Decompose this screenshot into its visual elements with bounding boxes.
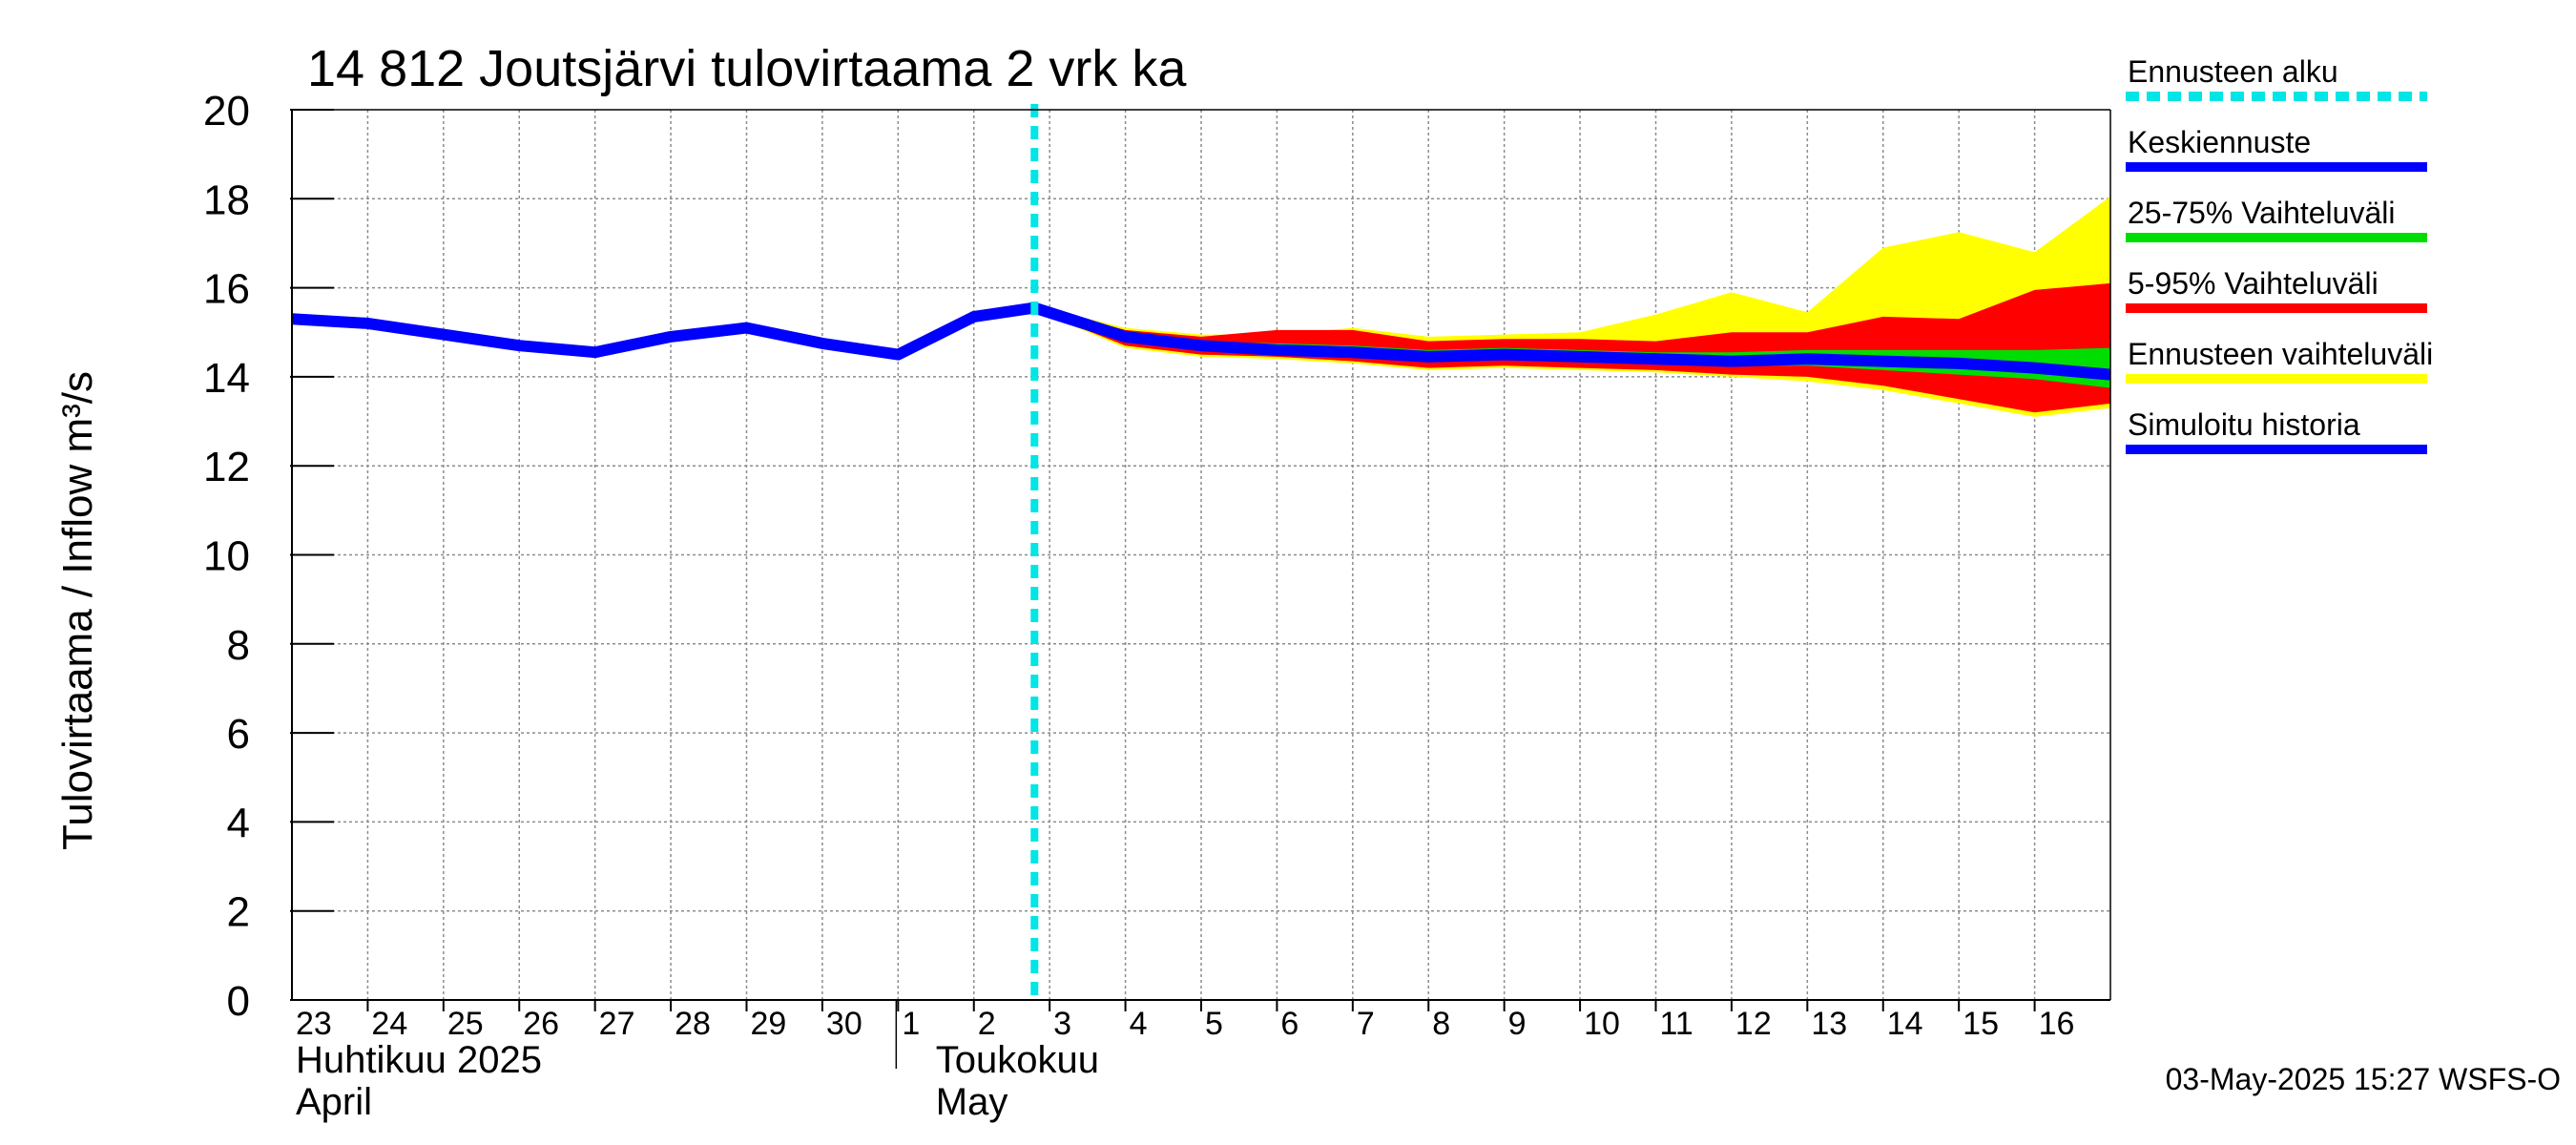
y-tick-label: 0 [227,978,250,1025]
y-tick-label: 18 [203,177,250,223]
y-tick-label: 8 [227,622,250,669]
x-tick-label: 4 [1130,1006,1148,1042]
axes [290,109,2111,1069]
y-tick-label: 10 [203,533,250,580]
legend: Ennusteen alku Keskiennuste 25-75% Vaihtel… [2126,54,2433,454]
band-25-75 [1034,306,2110,388]
y-tick-label: 14 [203,355,250,402]
legend-label: Ennusteen vaihteluväli [2128,337,2433,371]
legend-label: Simuloitu historia [2128,407,2360,442]
y-tick-label: 20 [203,88,250,135]
forecast-bands [1034,197,2110,417]
y-axis-label: Tulovirtaama / Inflow m³/s [54,371,101,850]
x-tick-label: 13 [1811,1006,1847,1042]
x-tick-label: 1 [902,1006,920,1042]
x-tick-label: 10 [1584,1006,1620,1042]
x-tick-label: 28 [675,1006,711,1042]
x-tick-label: 2 [978,1006,996,1042]
month-label-line2: April [296,1081,372,1123]
grid [292,110,2110,1000]
month-label-line1: Huhtikuu 2025 [296,1039,542,1081]
month-label-line1: Toukokuu [936,1039,1099,1081]
band-5-95 [1034,282,2110,413]
y-tick-label: 12 [203,444,250,490]
x-tick-label: 29 [751,1006,787,1042]
timestamp-footer: 03-May-2025 15:27 WSFS-O [2166,1062,2561,1096]
x-tick-label: 12 [1735,1006,1772,1042]
y-tick-label: 6 [227,711,250,758]
series-lines [291,104,2111,1000]
legend-label: Keskiennuste [2128,125,2311,159]
x-tick-label: 7 [1357,1006,1375,1042]
x-tick-label: 5 [1205,1006,1223,1042]
x-tick-label: 25 [447,1006,484,1042]
y-tick-label: 16 [203,266,250,313]
x-tick-label: 16 [2039,1006,2075,1042]
month-label-line2: May [936,1081,1008,1123]
legend-label: Ennusteen alku [2128,54,2338,89]
x-tick-label: 30 [826,1006,862,1042]
y-tick-label: 2 [227,889,250,936]
x-tick-label: 14 [1887,1006,1923,1042]
x-tick-label: 9 [1508,1006,1527,1042]
y-tick-labels: 0 2 4 6 8 10 12 14 16 18 20 [203,88,250,1025]
x-tick-label: 3 [1053,1006,1071,1042]
x-tick-label: 26 [523,1006,559,1042]
mean-forecast-line [1032,302,2111,381]
legend-label: 5-95% Vaihteluväli [2128,266,2379,301]
x-tick-label: 24 [371,1006,407,1042]
chart-title: 14 812 Joutsjärvi tulovirtaama 2 vrk ka [307,40,1187,97]
x-tick-label: 23 [296,1006,332,1042]
legend-label: 25-75% Vaihteluväli [2128,196,2395,230]
y-tick-label: 4 [227,800,250,846]
x-tick-label: 15 [1963,1006,1999,1042]
x-tick-label: 11 [1660,1006,1693,1042]
x-tick-labels: 23 24 25 26 27 28 29 30 1 2 3 4 5 6 7 8 9 10 11 12 13 14 15 16 [296,1006,2074,1042]
x-tick-label: 6 [1280,1006,1298,1042]
x-tick-label: 27 [599,1006,635,1042]
x-tick-label: 8 [1432,1006,1450,1042]
simulated-history-line [291,302,1036,361]
